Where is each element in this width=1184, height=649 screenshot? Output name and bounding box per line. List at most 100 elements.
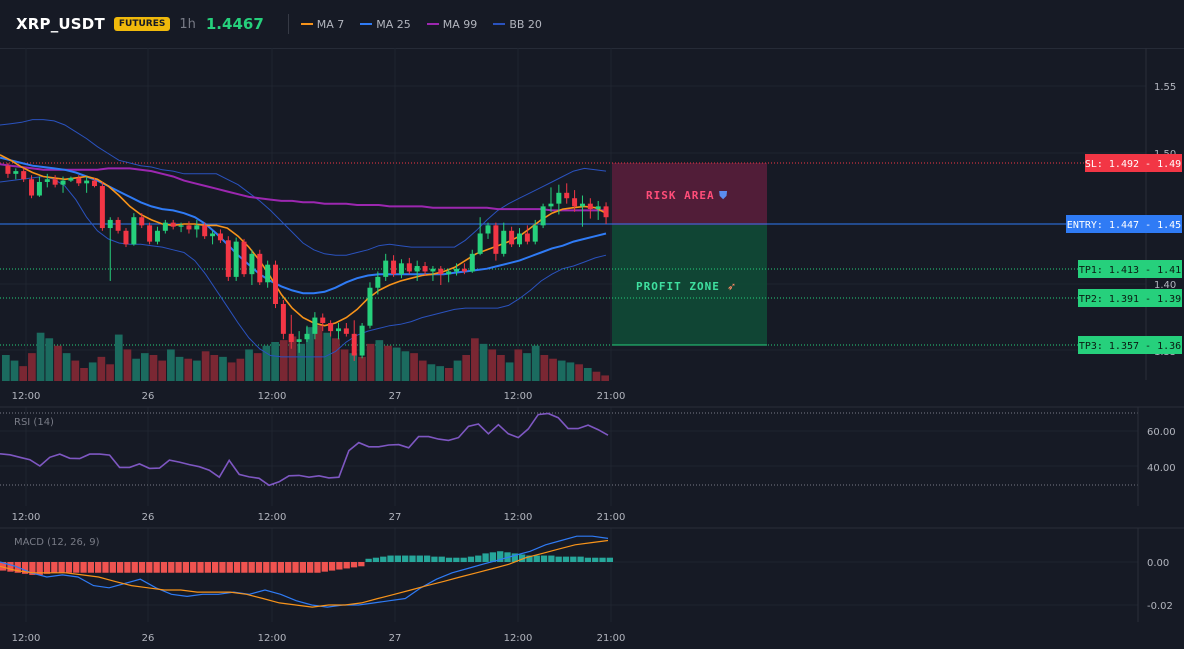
macd-histogram-bar: [467, 556, 475, 562]
macd-histogram-bar: [387, 555, 394, 562]
volume-bar: [314, 325, 323, 381]
volume-bar: [132, 358, 140, 381]
candle-body: [367, 287, 373, 326]
candles: [5, 162, 609, 361]
volume-bar: [36, 332, 45, 381]
candle-body: [375, 276, 381, 288]
candle-body: [320, 317, 326, 323]
rocket-icon: ➶: [727, 280, 736, 293]
macd-histogram-bar: [226, 562, 233, 573]
macd-histogram-bar: [475, 555, 482, 562]
candle-body: [398, 263, 404, 275]
candle-body: [524, 233, 530, 242]
macd-histogram-bar: [146, 562, 153, 573]
macd-histogram-bar: [511, 553, 518, 562]
candle-body: [273, 264, 279, 305]
candle-body: [21, 171, 27, 180]
time-label-3: 27: [389, 391, 402, 402]
candle-body: [233, 241, 239, 277]
shield-icon: ⛊: [719, 189, 728, 202]
volume-bar: [401, 351, 410, 381]
macd-histogram-bar: [211, 562, 219, 573]
candle-body: [296, 339, 302, 342]
price-tick-1.55: 1.55: [1154, 82, 1176, 93]
candle-body: [430, 268, 436, 272]
volume-bar: [488, 349, 497, 381]
legend-ma7[interactable]: MA 7: [300, 18, 344, 31]
interval-selector[interactable]: 1h: [179, 16, 196, 32]
macd-histogram-bar: [358, 562, 365, 567]
ma99-line: [0, 163, 606, 212]
candle-body: [343, 328, 349, 334]
candle-body: [304, 333, 310, 340]
macd-tick-neg: -0.02: [1147, 601, 1173, 612]
volume-bar: [392, 347, 401, 381]
time-label-5: 21:00: [597, 633, 626, 644]
profit-zone: [612, 225, 767, 345]
macd-histogram-bar: [350, 562, 358, 568]
volume-bar: [88, 362, 97, 381]
volume-bar: [71, 360, 80, 381]
candle-body: [477, 233, 483, 254]
macd-histogram-bar: [204, 562, 211, 573]
volume-bar: [210, 355, 219, 381]
candle-body: [359, 325, 365, 356]
legend-bb20[interactable]: BB 20: [493, 18, 542, 31]
macd-histogram-bar: [292, 562, 299, 573]
candle-body: [540, 206, 546, 226]
macd-histogram-bar: [562, 556, 570, 562]
volume-bar: [384, 345, 392, 381]
macd-histogram-bar: [416, 555, 423, 562]
candle-body: [5, 165, 11, 174]
candle-body: [84, 180, 90, 184]
candle-body: [257, 253, 263, 283]
candle-body: [438, 268, 444, 275]
time-label-4: 12:00: [504, 512, 533, 523]
time-label-0: 12:00: [12, 633, 41, 644]
candle-body: [603, 206, 609, 218]
macd-histogram-bar: [497, 551, 504, 562]
signal-line: [0, 539, 609, 608]
macd-histogram-bar: [182, 562, 190, 573]
candle-body: [147, 225, 153, 242]
candle-body: [225, 240, 231, 277]
volume-bar: [140, 353, 149, 381]
macd-histogram-bar: [372, 557, 380, 562]
legend-ma99[interactable]: MA 99: [426, 18, 477, 31]
volume-bar: [193, 360, 201, 381]
volume-bar: [453, 360, 462, 381]
profit-zone-label: PROFIT ZONE: [636, 280, 720, 293]
volume-bar: [444, 368, 453, 381]
candle-body: [107, 219, 113, 229]
macd-histogram-bar: [168, 562, 175, 573]
macd-histogram-bar: [438, 556, 445, 562]
indicator-legend: MA 7 MA 25 MA 99 BB 20: [300, 18, 558, 31]
candle-body: [509, 230, 515, 245]
legend-ma25[interactable]: MA 25: [360, 18, 411, 31]
candle-body: [68, 177, 74, 181]
macd-histogram-bar: [445, 557, 453, 562]
volume-bar: [80, 368, 88, 381]
candle-body: [288, 333, 294, 342]
volume-bar: [262, 345, 271, 381]
volume-bar: [219, 356, 227, 381]
legend-ma25-label: MA 25: [376, 17, 411, 31]
macd-histogram-bar: [175, 562, 182, 573]
macd-histogram-bar: [277, 562, 285, 573]
candle-body: [92, 180, 98, 187]
volume-bar: [19, 366, 28, 381]
macd-histogram-bar: [431, 556, 438, 562]
bb20-swatch: [493, 23, 506, 25]
risk-area-label: RISK AREA: [646, 189, 715, 202]
time-axis-main: 12:00 26 12:00 27 12:00 21:00: [12, 391, 626, 402]
candle-body: [123, 230, 129, 245]
volume-bar: [253, 353, 262, 381]
macd-histogram-bar: [21, 562, 29, 574]
macd-histogram-bar: [482, 553, 489, 562]
macd-histogram-bar: [307, 562, 314, 573]
symbol-name[interactable]: XRP_USDT: [16, 15, 105, 33]
candle-body: [280, 304, 286, 334]
macd-indicator: [0, 535, 613, 608]
volume-bar: [175, 356, 184, 381]
